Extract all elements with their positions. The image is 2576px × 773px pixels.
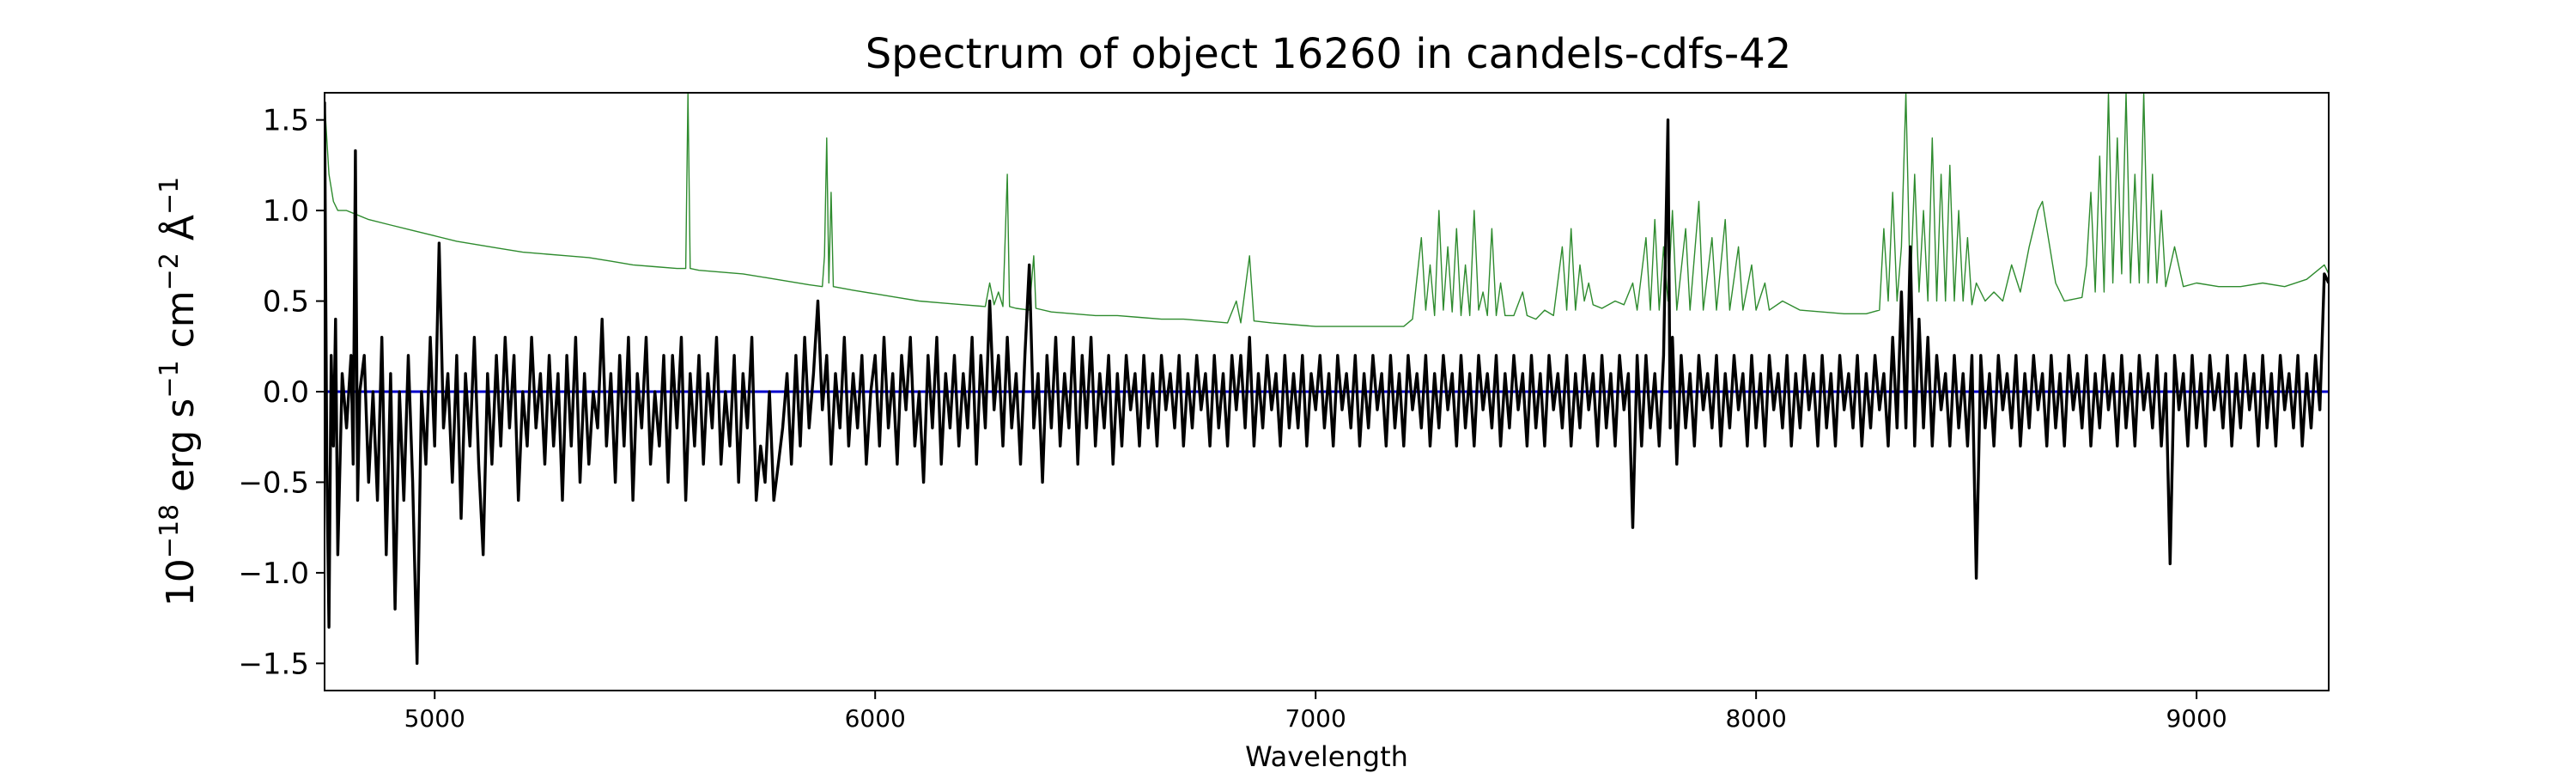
x-tick-label: 6000 (845, 704, 906, 733)
series-layer (325, 93, 2329, 666)
y-tick-label: 1.0 (263, 194, 309, 228)
plot-area (324, 92, 2330, 691)
x-tick-label: 7000 (1285, 704, 1346, 733)
series-error-line (325, 93, 2329, 327)
y-tick-label: −1.0 (238, 557, 309, 591)
x-axis-label: Wavelength (1245, 740, 1408, 773)
y-tick-label: −1.5 (238, 647, 309, 681)
y-tick-label: 0.0 (263, 375, 309, 410)
chart-title: Spectrum of object 16260 in candels-cdfs… (866, 30, 1792, 78)
x-tick-label: 5000 (404, 704, 465, 733)
y-axis-ticks: −1.5 −1.0 −0.5 0.0 0.5 1.0 1.5 (238, 104, 325, 681)
y-tick-label: 0.5 (263, 285, 309, 320)
x-tick-label: 9000 (2166, 704, 2227, 733)
series-flux-line (325, 101, 2329, 666)
y-axis-label: 10−18 erg s−1 cm−2 Å−1 (155, 177, 203, 606)
x-tick-label: 8000 (1726, 704, 1787, 733)
x-axis-ticks: 5000 6000 7000 8000 9000 (404, 691, 2227, 733)
y-tick-label: −0.5 (238, 466, 309, 500)
y-tick-label: 1.5 (263, 104, 309, 138)
